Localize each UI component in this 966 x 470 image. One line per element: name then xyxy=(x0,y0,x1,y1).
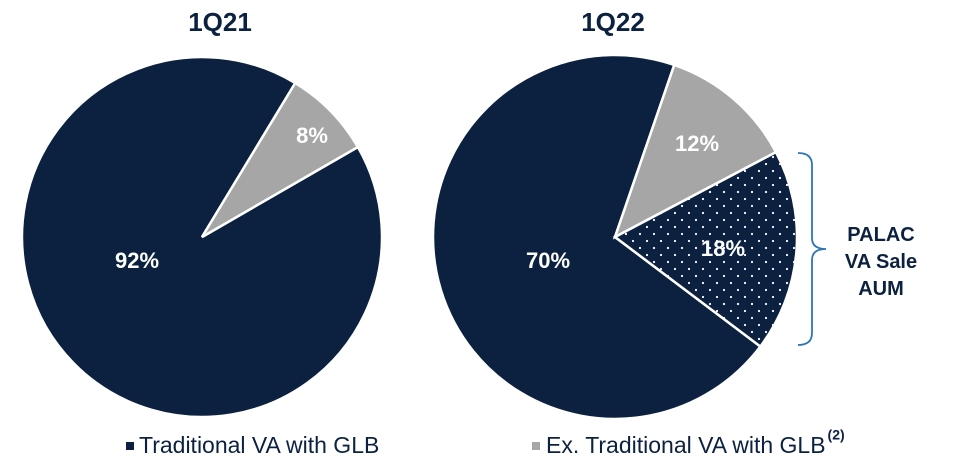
legend-swatch xyxy=(126,442,134,450)
value-label: 8% xyxy=(296,123,328,148)
pie-slice xyxy=(612,150,799,349)
annotation: PALAC VA Sale AUM xyxy=(844,224,918,300)
pie-slice xyxy=(431,53,763,421)
value-label: 92% xyxy=(115,248,159,273)
value-label: 18% xyxy=(701,236,745,261)
chart-title: 1Q22 xyxy=(581,7,645,37)
value-label: 12% xyxy=(675,131,719,156)
pie-slice xyxy=(200,81,360,239)
legend-swatch xyxy=(532,442,540,450)
value-label: 70% xyxy=(526,248,570,273)
pie-slice xyxy=(612,63,778,240)
legend-label: Ex. Traditional VA with GLB xyxy=(546,432,826,458)
bracket xyxy=(797,152,827,346)
legend-label: Traditional VA with GLB xyxy=(139,432,379,458)
legend-note: (2) xyxy=(828,427,845,443)
chart-title: 1Q21 xyxy=(188,7,252,37)
